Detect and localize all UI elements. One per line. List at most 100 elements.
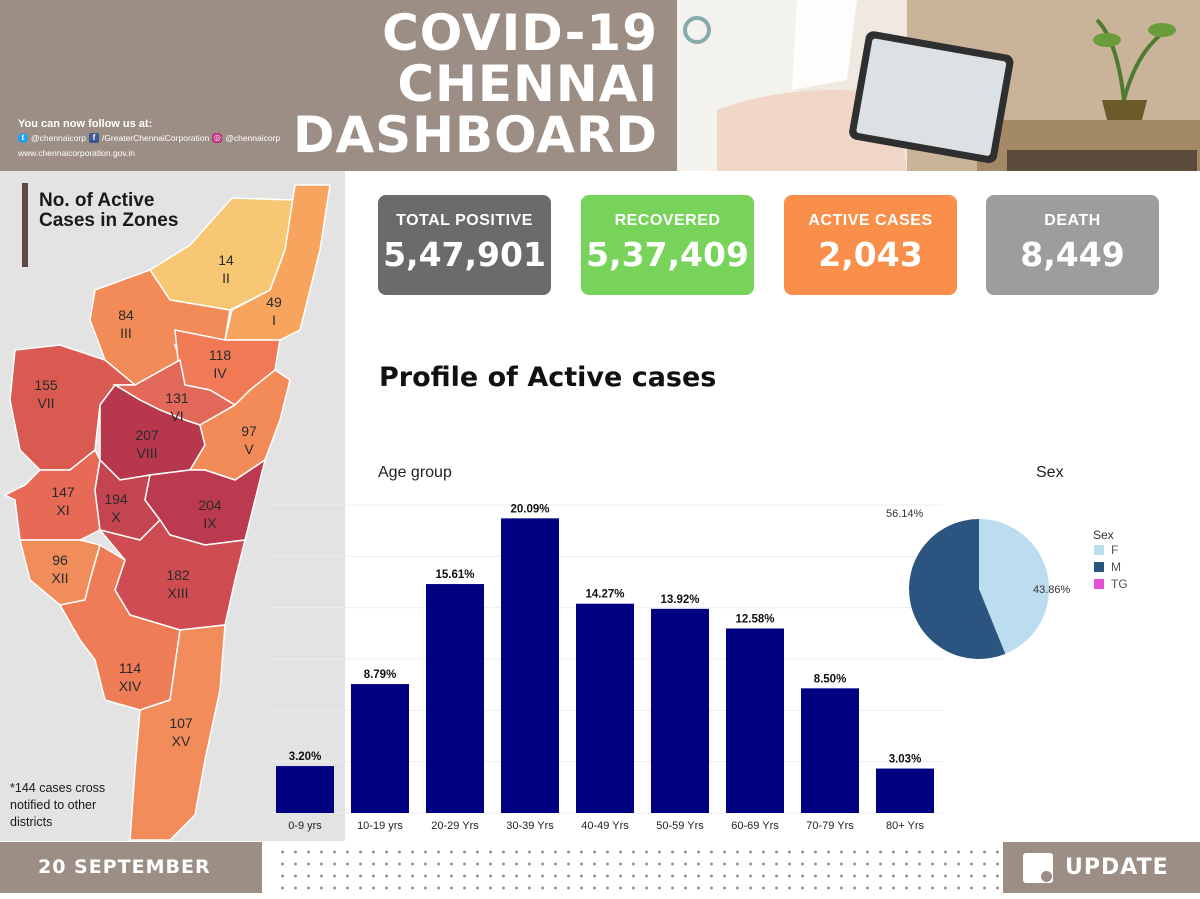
zone-VIII-count: 207	[135, 427, 159, 443]
bar-10-19 yrs	[351, 684, 409, 813]
zone-IV-name: IV	[213, 365, 227, 381]
legend-bar	[22, 183, 28, 267]
zone-II-count: 14	[218, 252, 234, 268]
title-line-2: CHENNAI	[397, 55, 658, 113]
recovered-card: RECOVERED 5,37,409	[581, 195, 754, 295]
pie-label-F: 43.86%	[1033, 584, 1071, 596]
death-label: DEATH	[1044, 212, 1101, 229]
dashboard-title: COVID-19 CHENNAI DASHBOARD	[258, 8, 658, 161]
bar-60-69 Yrs	[726, 628, 784, 813]
zone-XV-count: 107	[169, 715, 193, 731]
twitter-icon: t	[18, 133, 28, 143]
zone-III-region	[89, 269, 231, 386]
bar-value-label: 8.79%	[364, 669, 397, 681]
legend-swatch-M	[1094, 562, 1104, 572]
bar-value-label: 14.27%	[585, 589, 624, 601]
zone-IV-count: 118	[209, 347, 232, 363]
bar-50-59 Yrs	[651, 608, 709, 813]
death-value: 8,449	[1020, 235, 1125, 274]
dotted-pattern	[272, 842, 1002, 893]
zone-V-count: 97	[241, 423, 257, 439]
zone-IX-count: 204	[198, 497, 222, 513]
x-tick-label: 10-19 yrs	[357, 820, 403, 832]
bar-value-label: 12.58%	[735, 613, 774, 625]
zone-VII-name: VII	[37, 395, 54, 411]
social-links: t @chennaicorp f /GreaterChennaiCorporat…	[18, 133, 280, 143]
zone-III-name: III	[120, 325, 132, 341]
x-tick-label: 20-29 Yrs	[431, 820, 479, 832]
zone-XI-count: 147	[51, 484, 75, 500]
facebook-icon: f	[88, 133, 99, 143]
instagram-handle[interactable]: @chennaicorp	[225, 133, 281, 143]
legend-swatch-F	[1094, 545, 1104, 555]
zone-IX-region	[144, 458, 267, 546]
bar-value-label: 13.92%	[660, 594, 699, 606]
bar-20-29 Yrs	[426, 584, 484, 813]
age-group-bar-chart: 3.20% 0-9 yrs 8.79% 10-19 yrs 15.61% 20-29 Yr…	[269, 503, 943, 832]
update-label: UPDATE	[1065, 855, 1169, 880]
twitter-handle[interactable]: @chennaicorp	[31, 133, 86, 143]
active-cases-value: 2,043	[818, 235, 923, 274]
bar-value-label: 15.61%	[435, 569, 474, 581]
x-tick-label: 0-9 yrs	[288, 820, 322, 832]
zone-XI-name: XI	[56, 502, 69, 518]
active-cases-label: ACTIVE CASES	[808, 212, 933, 229]
zone-VII-region	[9, 344, 138, 471]
legend-item-TG: TG	[1111, 577, 1128, 591]
zone-map: 14 II 49 I 84 III 118 IV 155 VII 131 VI 207 VIII 97 V 14…	[3, 184, 331, 841]
zone-XII-count: 96	[52, 552, 68, 568]
pie-legend-title: Sex	[1093, 528, 1114, 542]
doctor-tablet-image	[677, 0, 1200, 171]
zone-XIV-count: 114	[119, 660, 142, 676]
pie-slice-M	[908, 519, 1006, 659]
zone-XII-name: XII	[51, 570, 68, 586]
header-photo	[677, 0, 1200, 171]
facebook-handle[interactable]: /GreaterChennaiCorporation	[101, 133, 210, 143]
title-line-3: DASHBOARD	[292, 106, 658, 164]
report-date: 20 SEPTEMBER 2021	[0, 842, 262, 893]
bar-value-label: 3.20%	[289, 751, 322, 763]
x-tick-label: 70-79 Yrs	[806, 820, 854, 832]
bar-70-79 Yrs	[801, 688, 859, 813]
total-positive-card: TOTAL POSITIVE 5,47,901	[378, 195, 551, 295]
recovered-value: 5,37,409	[586, 235, 749, 274]
zone-XIII-name: XIII	[167, 585, 188, 601]
x-tick-label: 80+ Yrs	[886, 820, 925, 832]
update-badge: UPDATE	[1003, 842, 1200, 893]
zone-V-name: V	[244, 441, 254, 457]
x-tick-label: 60-69 Yrs	[731, 820, 779, 832]
profile-title: Profile of Active cases	[379, 362, 717, 393]
bar-0-9 yrs	[276, 766, 334, 813]
bar-80+ Yrs	[876, 768, 934, 813]
follow-label: You can now follow us at:	[18, 118, 153, 130]
legend-item-F: F	[1111, 543, 1118, 557]
x-tick-label: 50-59 Yrs	[656, 820, 704, 832]
bar-30-39 Yrs	[501, 518, 559, 813]
zone-I-name: I	[272, 312, 276, 328]
active-cases-card: ACTIVE CASES 2,043	[784, 195, 957, 295]
legend-item-M: M	[1111, 560, 1121, 574]
zone-X-count: 194	[104, 491, 128, 507]
zone-XI-region	[3, 448, 101, 541]
map-footnote: *144 cases cross notified to other distr…	[10, 781, 106, 829]
zone-II-name: II	[222, 270, 230, 286]
pie-label-M: 56.14%	[886, 508, 924, 520]
website-link[interactable]: www.chennaicorporation.gov.in	[18, 148, 136, 158]
death-card: DEATH 8,449	[986, 195, 1159, 295]
zone-VI-count: 131	[165, 390, 189, 406]
sex-title: Sex	[1036, 464, 1064, 481]
update-plus-icon	[1023, 853, 1053, 883]
bar-40-49 Yrs	[576, 603, 634, 813]
total-positive-label: TOTAL POSITIVE	[396, 212, 533, 229]
zone-VIII-name: VIII	[136, 445, 157, 461]
zone-IX-name: IX	[203, 515, 217, 531]
zone-X-name: X	[111, 509, 121, 525]
pie-slice-F	[979, 519, 1049, 654]
x-tick-label: 30-39 Yrs	[506, 820, 554, 832]
age-group-title: Age group	[378, 464, 452, 481]
recovered-label: RECOVERED	[614, 212, 721, 229]
bar-value-label: 3.03%	[889, 754, 922, 766]
total-positive-value: 5,47,901	[383, 235, 546, 274]
zone-I-count: 49	[266, 294, 282, 310]
